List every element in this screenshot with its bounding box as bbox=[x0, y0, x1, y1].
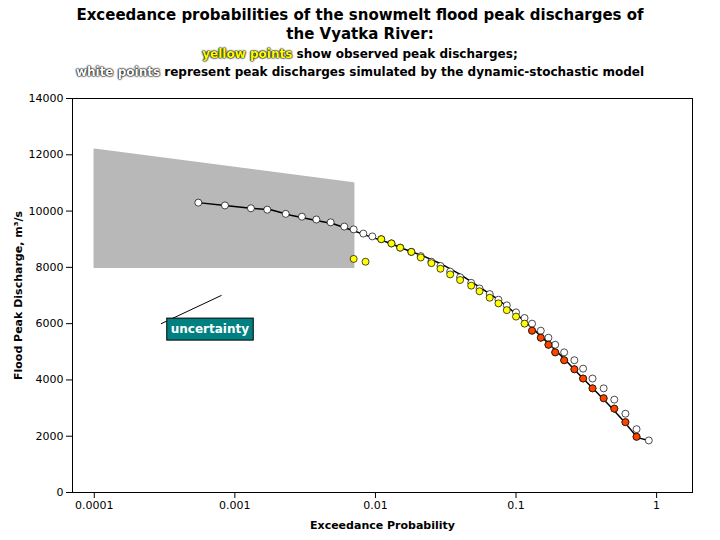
svg-text:10000: 10000 bbox=[29, 205, 64, 218]
svg-text:0: 0 bbox=[57, 486, 64, 499]
svg-text:Exceedance Probability: Exceedance Probability bbox=[310, 519, 455, 532]
svg-text:2000: 2000 bbox=[36, 430, 64, 443]
html-text:yellow points show observed pe: yellow points show observed peak dischar… bbox=[202, 47, 518, 61]
svg-text:0.001: 0.001 bbox=[219, 499, 251, 512]
svg-text:0.0001: 0.0001 bbox=[75, 499, 114, 512]
svg-text:1: 1 bbox=[653, 499, 660, 512]
svg-text:14000: 14000 bbox=[29, 92, 64, 105]
html-text:the Vyatka River:: the Vyatka River: bbox=[286, 25, 434, 43]
html-text:white points represent peak di: white points represent peak discharges s… bbox=[75, 65, 645, 79]
svg-text:0.01: 0.01 bbox=[363, 499, 388, 512]
html-text:Exceedance probabilities of th: Exceedance probabilities of the snowmelt… bbox=[76, 6, 644, 24]
svg-text:8000: 8000 bbox=[36, 261, 64, 274]
svg-text:Flood Peak Discharge, m³/s: Flood Peak Discharge, m³/s bbox=[12, 211, 25, 380]
svg-text:uncertainty: uncertainty bbox=[171, 322, 249, 336]
svg-text:6000: 6000 bbox=[36, 317, 64, 330]
svg-text:4000: 4000 bbox=[36, 373, 64, 386]
svg-text:0.1: 0.1 bbox=[507, 499, 525, 512]
svg-text:12000: 12000 bbox=[29, 148, 64, 161]
